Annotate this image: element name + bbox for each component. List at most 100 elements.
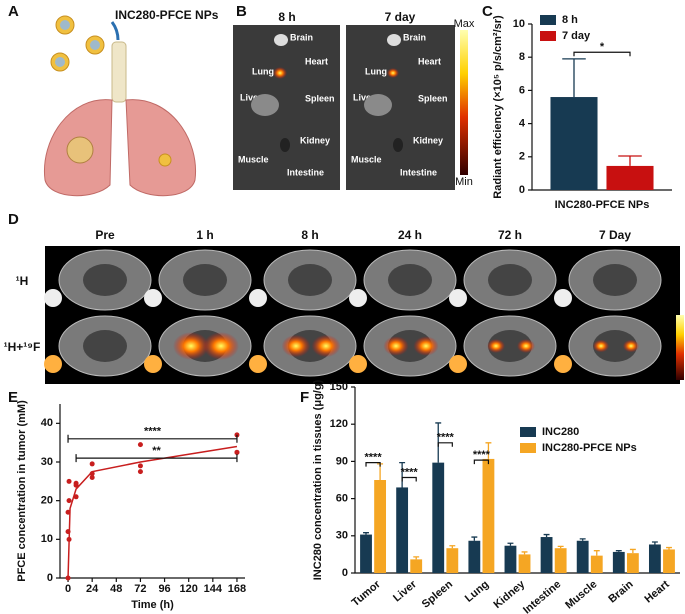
panel-label: E [8, 389, 18, 406]
organ-label: Liver [240, 92, 262, 102]
phantom [144, 289, 162, 307]
point [137, 463, 143, 469]
point [66, 478, 72, 484]
ivis-image [233, 25, 340, 190]
organ-label: Brain [290, 32, 313, 42]
bar [606, 165, 654, 190]
bar [540, 537, 553, 573]
bar [482, 458, 495, 573]
organ-label: Muscle [351, 154, 382, 164]
significance-bracket [473, 459, 490, 465]
x-tick-label: Intestine [521, 578, 563, 614]
point [137, 442, 143, 448]
ivis-image [346, 25, 455, 190]
bar [396, 487, 409, 573]
bar [612, 551, 625, 573]
organ [364, 94, 392, 116]
organ-label: Lung [365, 66, 387, 76]
organ-label: Lung [252, 66, 274, 76]
x-tick-label: 168 [228, 583, 246, 595]
error-bar [615, 550, 622, 552]
error-bar [413, 556, 420, 560]
panel-label: C [482, 3, 493, 20]
error-bar [562, 58, 586, 98]
x-tick-label: 0 [65, 583, 71, 595]
legend-swatch [540, 15, 556, 25]
error-bar [629, 548, 636, 554]
bar [550, 97, 598, 190]
bar [432, 462, 445, 573]
column-label: 7 Day [599, 228, 631, 242]
significance-label: * [600, 41, 605, 53]
y-axis-label: PFCE concentration in tumor (mM) [16, 400, 28, 582]
phantom [249, 355, 267, 373]
bar [504, 545, 517, 573]
y-tick-label: 30 [336, 530, 348, 542]
bar [554, 548, 567, 573]
organ [280, 138, 290, 152]
phantom [349, 289, 367, 307]
scale-label: Min [455, 176, 473, 188]
column-label: 24 h [398, 228, 422, 242]
y-tick-label: 6 [519, 84, 525, 96]
organ-label: Liver [353, 92, 375, 102]
point [66, 498, 72, 504]
nanoparticle-label: INC280-PFCE NPs [115, 8, 219, 22]
mri-inner [83, 264, 127, 296]
panel-label: A [8, 3, 19, 20]
phantom [144, 355, 162, 373]
x-tick-label: Brain [606, 578, 635, 605]
color-bar [676, 315, 684, 380]
signal [173, 332, 209, 360]
error-bar [579, 538, 586, 541]
mri-inner [488, 330, 532, 362]
y-tick-label: 40 [41, 417, 53, 429]
phantom [44, 355, 62, 373]
point [89, 461, 95, 467]
organ-label: Brain [403, 32, 426, 42]
phantom [449, 289, 467, 307]
error-bar [363, 532, 369, 535]
signal [311, 334, 341, 358]
column-label: 1 h [196, 228, 213, 242]
mri-inner [83, 330, 127, 362]
organ-label: Heart [305, 56, 328, 66]
x-tick-label: Lung [463, 578, 491, 604]
lung-illustration [43, 15, 197, 197]
y-tick-label: 20 [41, 495, 53, 507]
mri-inner [288, 264, 332, 296]
legend-swatch [520, 443, 536, 453]
y-tick-label: 0 [519, 184, 525, 196]
phantom [349, 355, 367, 373]
error-bar [618, 155, 642, 166]
row-label: ¹H [16, 274, 29, 288]
error-bar [399, 461, 406, 488]
significance-label: **** [473, 449, 491, 461]
bar [576, 540, 589, 573]
y-tick-label: 0 [342, 567, 348, 579]
y-tick-label: 120 [330, 418, 348, 430]
y-tick-label: 150 [330, 381, 348, 393]
point [89, 474, 95, 480]
organ-label: Kidney [413, 135, 443, 145]
error-bar [485, 442, 492, 459]
axis [59, 404, 245, 579]
legend-swatch [540, 31, 556, 41]
axis [354, 387, 680, 574]
x-tick-label: 144 [204, 583, 223, 595]
phantom [44, 289, 62, 307]
panel-label: D [8, 211, 19, 228]
legend-label: INC280 [542, 426, 579, 438]
significance-label: ** [152, 445, 161, 457]
significance-label: **** [437, 432, 455, 444]
y-tick-label: 30 [41, 456, 53, 468]
x-tick-label: Heart [642, 578, 672, 605]
significance-label: **** [144, 426, 162, 438]
phantom [449, 355, 467, 373]
x-tick-label: Muscle [563, 578, 599, 611]
organ-label: Intestine [400, 167, 437, 177]
error-bar [449, 545, 456, 549]
signal [487, 339, 505, 353]
signal [387, 68, 399, 78]
